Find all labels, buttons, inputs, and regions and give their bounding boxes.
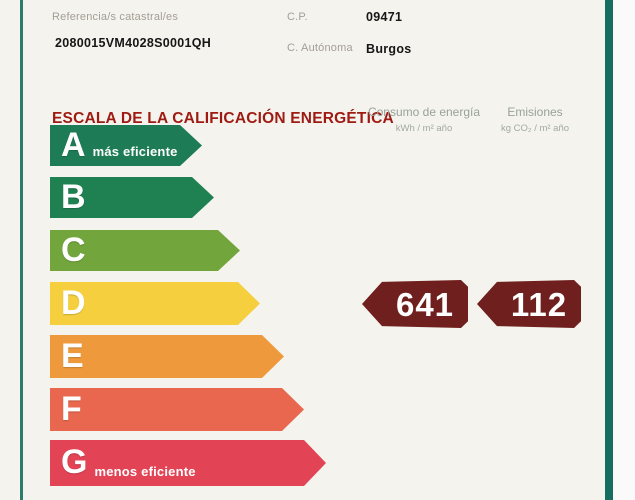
consumption-value-arrow: 641 (362, 280, 468, 328)
energy-scale-title: ESCALA DE LA CALIFICACIÓN ENERGÉTICA (52, 110, 394, 127)
rating-arrow-b: B (50, 177, 214, 218)
cadastral-ref-value: 2080015VM4028S0001QH (55, 36, 212, 50)
left-margin-rule (20, 0, 23, 500)
rating-letter: C (61, 230, 86, 269)
consumption-value: 641 (395, 285, 455, 323)
consumption-header-text: Consumo de energía (367, 105, 481, 119)
postal-code-label: C.P. (287, 11, 308, 23)
autonomous-community-label: C. Autónoma (287, 42, 353, 54)
rating-arrow-d: D (50, 282, 260, 325)
emissions-header-text: Emisiones (507, 105, 563, 119)
emissions-column-header: Emisiones kg CO₂ / m² año (487, 105, 583, 134)
consumption-unit-text: kWh / m² año (395, 123, 453, 134)
rating-caption: más eficiente (92, 144, 178, 159)
postal-code-value: 09471 (366, 10, 403, 24)
emissions-value-arrow: 112 (477, 280, 581, 328)
emissions-unit-text: kg CO₂ / m² año (500, 123, 570, 134)
rating-caption: menos eficiente (94, 464, 196, 479)
rating-letter: B (61, 177, 86, 216)
rating-letter: A (61, 125, 86, 164)
rating-arrow-e: E (50, 335, 284, 378)
consumption-column-header: Consumo de energía kWh / m² año (366, 105, 482, 134)
rating-arrow-f: F (50, 388, 304, 431)
page-edge (613, 0, 635, 500)
emissions-value: 112 (510, 285, 568, 323)
autonomous-community-value: Burgos (366, 42, 412, 56)
rating-letter: G (61, 443, 88, 481)
right-border-bar (605, 0, 613, 500)
rating-arrow-a: A más eficiente (50, 125, 202, 166)
rating-letter: F (61, 389, 82, 428)
rating-arrow-c: C (50, 230, 240, 271)
cadastral-ref-label: Referencia/s catastral/es (52, 11, 179, 23)
rating-letter: D (61, 283, 86, 322)
rating-arrow-g: G menos eficiente (50, 440, 326, 486)
rating-letter: E (61, 336, 84, 375)
